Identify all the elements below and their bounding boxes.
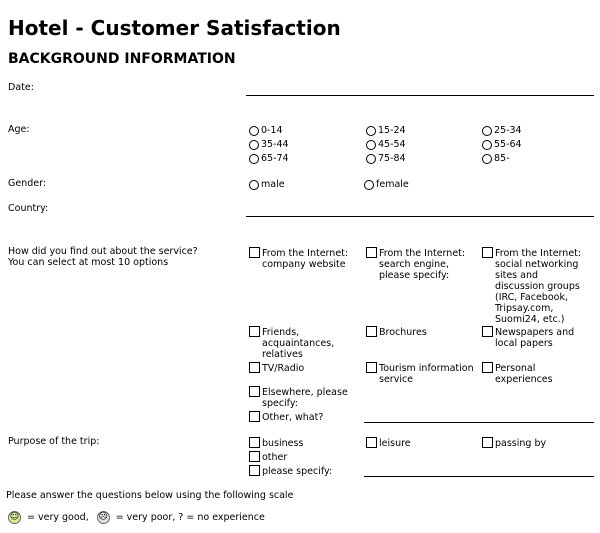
checkbox-icon — [249, 326, 260, 337]
checkbox-icon — [366, 247, 377, 258]
purpose-specify-field[interactable] — [364, 476, 594, 477]
source-option-company-website[interactable]: From the Internet: company website — [249, 247, 348, 270]
checkbox-icon — [249, 465, 260, 476]
age-option[interactable]: 35-44 — [249, 139, 289, 150]
radio-icon — [366, 153, 376, 164]
source-hint: You can select at most 10 options — [8, 257, 169, 268]
source-option-search-engine[interactable]: From the Internet: search engine, please… — [366, 247, 465, 281]
checkbox-icon — [249, 247, 260, 258]
age-option[interactable]: 25-34 — [482, 125, 522, 136]
radio-icon — [482, 125, 492, 136]
radio-icon — [364, 179, 374, 190]
source-option-tourism-info[interactable]: Tourism information service — [366, 362, 474, 385]
age-option[interactable]: 0-14 — [249, 125, 283, 136]
checkbox-icon — [249, 386, 260, 397]
checkbox-icon — [249, 451, 260, 462]
age-option[interactable]: 75-84 — [366, 153, 406, 164]
radio-icon — [249, 179, 259, 190]
checkbox-icon — [249, 362, 260, 373]
source-option-brochures[interactable]: Brochures — [366, 326, 427, 338]
purpose-option-other[interactable]: other — [249, 451, 287, 463]
gender-option-male[interactable]: male — [249, 179, 285, 190]
country-label: Country: — [8, 203, 49, 214]
age-label: Age: — [8, 124, 30, 135]
radio-icon — [366, 125, 376, 136]
section-heading: BACKGROUND INFORMATION — [8, 51, 236, 67]
source-option-newspapers[interactable]: Newspapers and local papers — [482, 326, 574, 349]
date-label: Date: — [8, 82, 34, 93]
page-title: Hotel - Customer Satisfaction — [8, 16, 341, 40]
checkbox-icon — [249, 411, 260, 422]
radio-icon — [249, 139, 259, 150]
source-option-elsewhere[interactable]: Elsewhere, please specify: — [249, 386, 348, 409]
radio-icon — [482, 153, 492, 164]
source-option-other[interactable]: Other, what? — [249, 411, 323, 423]
checkbox-icon — [482, 247, 493, 258]
radio-icon — [249, 125, 259, 136]
radio-icon — [482, 139, 492, 150]
purpose-option-passing-by[interactable]: passing by — [482, 437, 546, 449]
source-option-social-networking[interactable]: From the Internet: social networking sit… — [482, 247, 581, 325]
purpose-option-business[interactable]: business — [249, 437, 303, 449]
purpose-label: Purpose of the trip: — [8, 436, 100, 447]
checkbox-icon — [482, 362, 493, 373]
source-option-personal-experiences[interactable]: Personal experiences — [482, 362, 553, 385]
checkbox-icon — [366, 362, 377, 373]
age-option[interactable]: 15-24 — [366, 125, 406, 136]
source-option-tv-radio[interactable]: TV/Radio — [249, 362, 304, 374]
source-question: How did you find out about the service? — [8, 246, 198, 257]
checkbox-icon — [249, 437, 260, 448]
checkbox-icon — [482, 437, 493, 448]
checkbox-icon — [366, 326, 377, 337]
source-option-friends[interactable]: Friends, acquaintances, relatives — [249, 326, 334, 360]
gender-option-female[interactable]: female — [364, 179, 409, 190]
age-option[interactable]: 45-54 — [366, 139, 406, 150]
checkbox-icon — [482, 326, 493, 337]
age-option[interactable]: 65-74 — [249, 153, 289, 164]
scale-legend: ☺ = very good, ☹ = very poor, ? = no exp… — [8, 511, 265, 524]
source-other-field[interactable] — [364, 422, 594, 423]
gender-label: Gender: — [8, 178, 47, 189]
scale-instructions: Please answer the questions below using … — [6, 490, 294, 501]
date-field[interactable] — [246, 95, 594, 96]
checkbox-icon — [366, 437, 377, 448]
radio-icon — [366, 139, 376, 150]
age-option[interactable]: 55-64 — [482, 139, 522, 150]
frowning-face-icon: ☹ — [96, 511, 110, 524]
purpose-option-leisure[interactable]: leisure — [366, 437, 411, 449]
purpose-option-specify[interactable]: please specify: — [249, 465, 332, 477]
country-field[interactable] — [246, 216, 594, 217]
smiley-face-icon: ☺ — [8, 511, 21, 524]
age-option[interactable]: 85- — [482, 153, 510, 164]
radio-icon — [249, 153, 259, 164]
